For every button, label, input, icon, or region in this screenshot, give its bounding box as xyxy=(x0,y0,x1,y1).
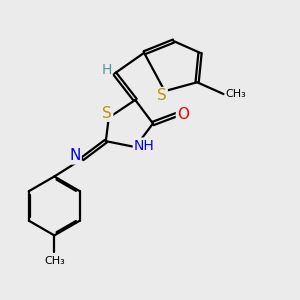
Text: S: S xyxy=(102,106,112,121)
Text: O: O xyxy=(177,107,189,122)
Text: CH₃: CH₃ xyxy=(226,89,246,99)
Text: S: S xyxy=(157,88,167,103)
Text: N: N xyxy=(69,148,81,164)
Text: CH₃: CH₃ xyxy=(44,256,65,266)
Text: NH: NH xyxy=(134,139,154,153)
Text: H: H xyxy=(101,64,112,77)
